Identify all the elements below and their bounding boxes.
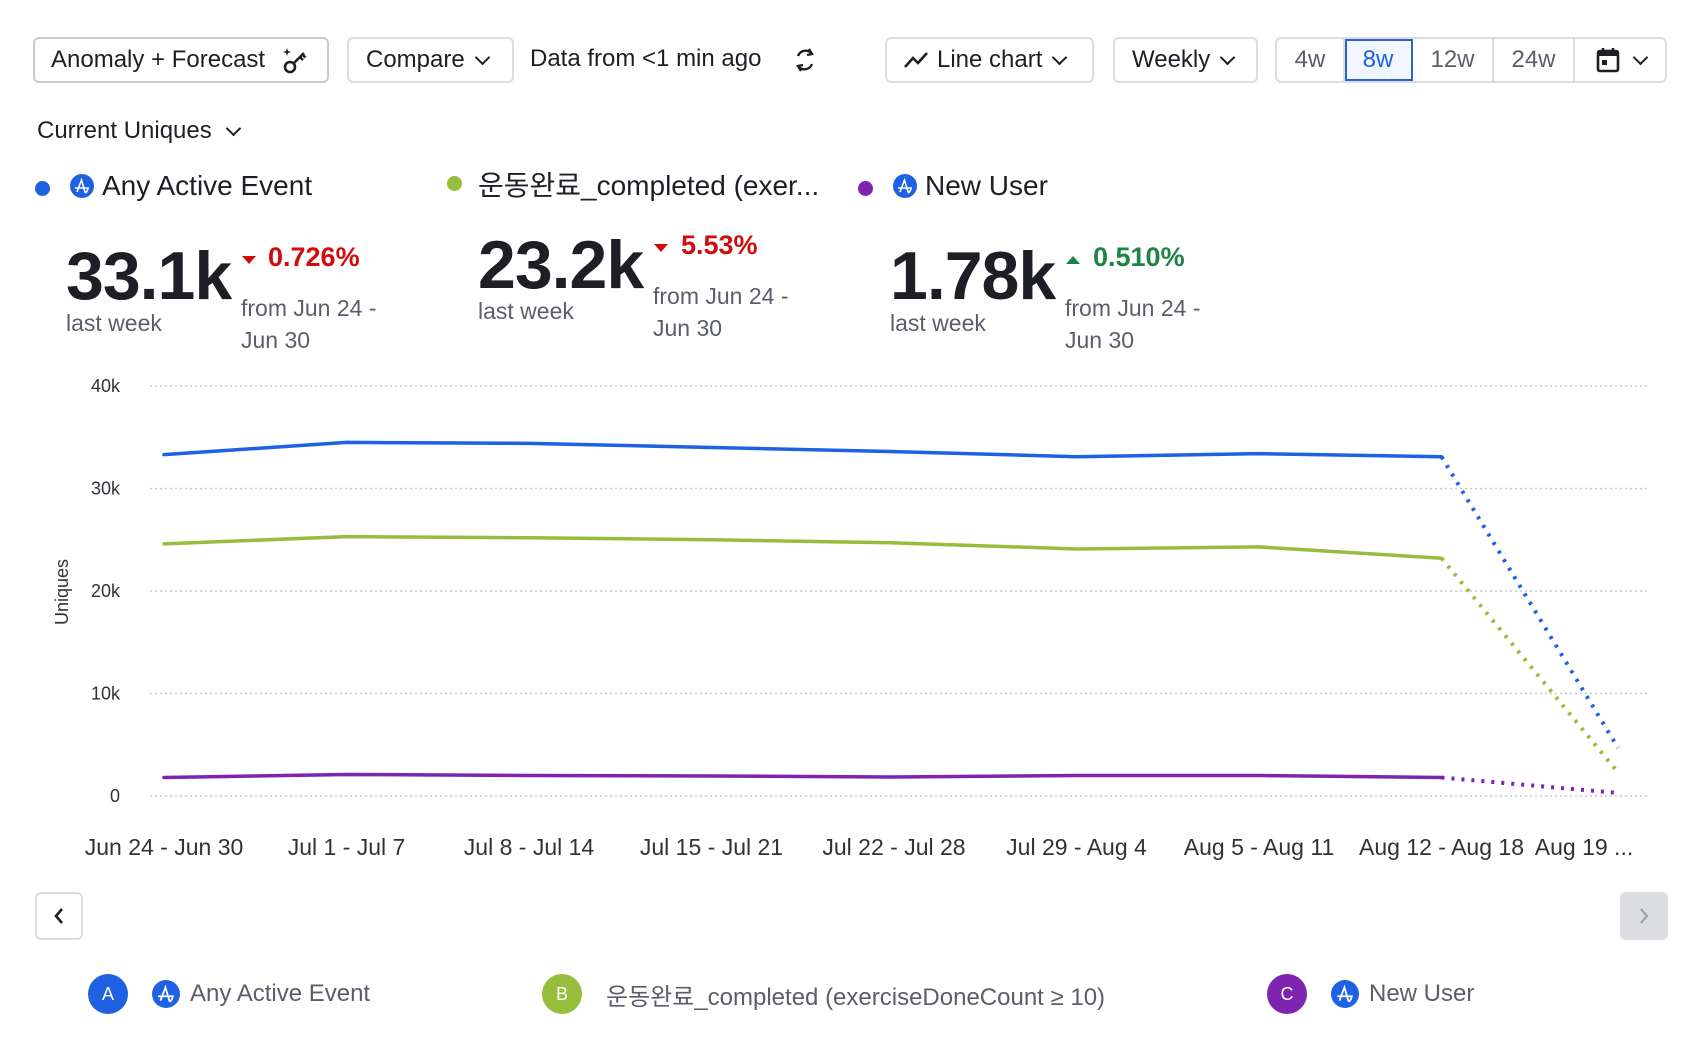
series-name: Any Active Event	[102, 170, 313, 201]
compare-dropdown[interactable]: Compare	[347, 37, 514, 83]
trend-down-icon	[242, 256, 256, 264]
compare-label: Compare	[366, 46, 465, 73]
range-8w[interactable]: 8w	[1345, 39, 1413, 81]
y-tick-label: 0	[110, 786, 120, 806]
line-chart-icon	[903, 50, 929, 70]
amplitude-icon	[1331, 980, 1359, 1008]
x-tick-label: Aug 12 - Aug 18	[1359, 834, 1524, 860]
metric-comparison-period: from Jun 24 - Jun 30	[241, 295, 377, 353]
series-color-dot	[35, 181, 50, 196]
metric-value: 23.2k	[478, 227, 644, 303]
trend-up-icon	[1066, 256, 1080, 264]
x-tick-label: Jul 22 - Jul 28	[822, 834, 965, 860]
date-range-selector: 4w 8w 12w 24w	[1275, 37, 1667, 83]
legend-label: 운동완료_completed (exerciseDoneCount ≥ 10)	[606, 983, 1106, 1011]
x-tick-label: Jun 24 - Jun 30	[85, 834, 244, 860]
series-color-dot	[447, 176, 462, 191]
metric-period: last week	[890, 310, 986, 336]
chevron-left-icon	[54, 908, 63, 924]
legend-item-b[interactable]: B 운동완료_completed (exerciseDoneCount ≥ 10…	[542, 974, 1105, 1014]
data-freshness-text: Data from <1 min ago	[530, 45, 762, 72]
x-tick-label: Aug 19 ...	[1535, 834, 1633, 860]
legend-label: New User	[1369, 980, 1475, 1007]
legend-item-a[interactable]: A Any Active Event	[88, 974, 370, 1014]
range-24w[interactable]: 24w	[1494, 39, 1575, 81]
series-title[interactable]: Any Active Event	[70, 170, 312, 202]
y-tick-label: 20k	[91, 581, 121, 601]
legend-label: Any Active Event	[190, 980, 371, 1007]
metric-period: last week	[478, 298, 574, 324]
x-tick-label: Jul 1 - Jul 7	[288, 834, 406, 860]
sparkle-key-icon	[281, 45, 311, 75]
anomaly-forecast-label: Anomaly + Forecast	[51, 46, 266, 73]
forecast-line-2	[1441, 775, 1619, 795]
metric-change: 0.510%	[1093, 242, 1185, 272]
anomaly-forecast-button[interactable]: Anomaly + Forecast	[33, 37, 329, 83]
metric-comparison-period: from Jun 24 - Jun 30	[653, 283, 789, 341]
interval-label: Weekly	[1132, 46, 1211, 73]
calendar-icon	[1595, 46, 1621, 74]
metric-value: 1.78k	[890, 238, 1056, 314]
chart-type-dropdown[interactable]: Line chart	[885, 37, 1094, 83]
x-tick-label: Jul 8 - Jul 14	[464, 834, 595, 860]
x-tick-label: Jul 15 - Jul 21	[640, 834, 783, 860]
amplitude-icon	[893, 174, 917, 198]
line-chart: 0 10k 20k 30k 40k Uniques Jun 24 - Jun 30 Jul…	[52, 376, 1650, 860]
series-name: New User	[925, 170, 1048, 201]
x-tick-label: Jul 29 - Aug 4	[1006, 834, 1147, 860]
scroll-left-button[interactable]	[35, 892, 83, 940]
y-tick-label: 30k	[91, 479, 121, 499]
series-line-1	[162, 534, 1444, 560]
metric-period: last week	[66, 310, 162, 336]
legend-item-c[interactable]: C New User	[1267, 974, 1474, 1014]
series-line-2	[162, 772, 1444, 780]
custom-date-button[interactable]	[1575, 39, 1665, 81]
amplitude-icon	[152, 980, 180, 1008]
chevron-right-icon	[1640, 908, 1649, 924]
metric-change: 0.726%	[268, 242, 360, 272]
y-tick-label: 10k	[91, 684, 121, 704]
y-tick-label: 40k	[91, 376, 121, 396]
range-4w[interactable]: 4w	[1277, 39, 1345, 81]
series-line-0	[162, 440, 1444, 459]
metric-value: 33.1k	[66, 238, 232, 314]
metric-comparison-period: from Jun 24 - Jun 30	[1065, 295, 1201, 353]
forecast-line-1	[1439, 556, 1620, 774]
amplitude-icon	[70, 174, 94, 198]
range-12w[interactable]: 12w	[1413, 39, 1494, 81]
series-badge: A	[88, 974, 128, 1014]
forecast-line-0	[1439, 455, 1620, 749]
chart-type-label: Line chart	[937, 46, 1043, 73]
metric-selector-label: Current Uniques	[37, 117, 212, 144]
metric-change: 5.53%	[681, 230, 758, 260]
y-axis-title: Uniques	[52, 559, 72, 625]
x-tick-label: Aug 5 - Aug 11	[1184, 834, 1334, 860]
series-badge: C	[1267, 974, 1307, 1014]
metric-selector[interactable]: Current Uniques	[37, 117, 242, 145]
series-name: 운동완료_completed (exer...	[478, 170, 820, 201]
interval-dropdown[interactable]: Weekly	[1113, 37, 1258, 83]
scroll-right-button[interactable]	[1620, 892, 1668, 940]
series-badge: B	[542, 974, 582, 1014]
refresh-icon[interactable]	[790, 45, 820, 75]
series-title[interactable]: New User	[893, 170, 1048, 202]
series-color-dot	[858, 181, 873, 196]
trend-down-icon	[654, 244, 668, 252]
series-title[interactable]: 운동완료_completed (exer...	[478, 164, 819, 204]
